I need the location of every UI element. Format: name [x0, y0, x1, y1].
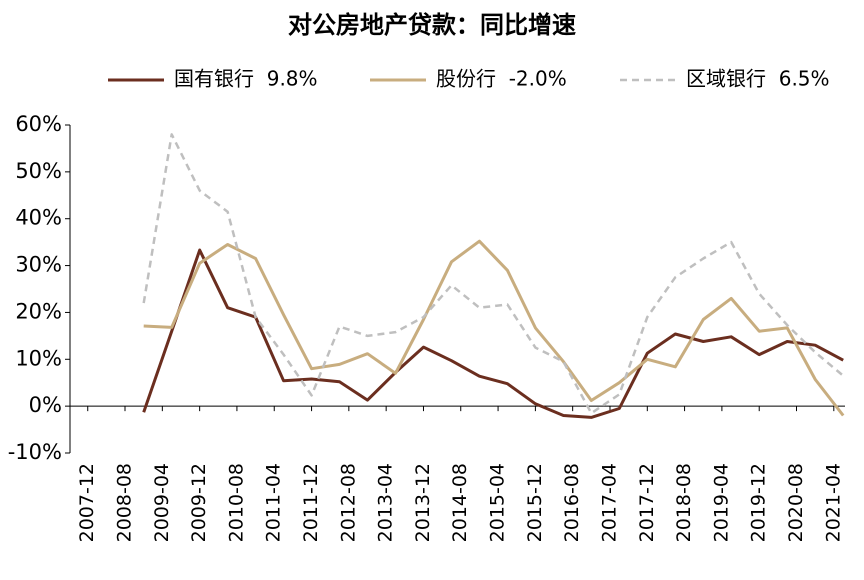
x-tick-label: 2011-12	[300, 463, 322, 542]
x-tick-label: 2015-04	[487, 463, 509, 542]
x-tick-label: 2019-12	[748, 463, 770, 542]
x-tick-label: 2018-08	[673, 463, 695, 542]
y-tick-label: 30%	[15, 253, 62, 277]
y-tick-label: 10%	[15, 346, 62, 370]
y-tick-label: 50%	[15, 159, 62, 183]
x-tick-label: 2013-04	[375, 463, 397, 542]
legend-label: 国有银行 9.8%	[174, 67, 318, 91]
x-tick-label: 2009-12	[188, 463, 210, 542]
y-tick-label: -10%	[8, 440, 62, 464]
y-tick-label: 60%	[15, 112, 62, 136]
x-tick-label: 2016-08	[561, 463, 583, 542]
x-tick-label: 2010-08	[225, 463, 247, 542]
x-tick-label: 2021-04	[822, 463, 844, 542]
series-line	[143, 239, 845, 417]
x-tick-label: 2008-08	[114, 463, 136, 542]
legend-label: 股份行 -2.0%	[436, 67, 567, 91]
y-tick-label: 20%	[15, 299, 62, 323]
x-tick-label: 2013-12	[412, 463, 434, 542]
x-tick-label: 2007-12	[76, 463, 98, 542]
series-line	[142, 133, 845, 415]
x-tick-label: 2017-12	[636, 463, 658, 542]
chart-title: 对公房地产贷款：同比增速	[288, 11, 576, 39]
x-tick-label: 2019-04	[710, 463, 732, 542]
y-tick-label: 0%	[29, 393, 62, 417]
x-tick-label: 2017-04	[598, 463, 620, 542]
legend-label: 区域银行 6.5%	[686, 67, 830, 91]
x-tick-label: 2009-04	[151, 463, 173, 542]
x-tick-label: 2012-08	[337, 463, 359, 542]
x-tick-label: 2011-04	[263, 463, 285, 542]
x-tick-label: 2014-08	[449, 463, 471, 542]
x-tick-label: 2020-08	[785, 463, 807, 542]
x-tick-label: 2015-12	[524, 463, 546, 542]
series-line	[142, 248, 844, 419]
y-tick-label: 40%	[15, 206, 62, 230]
